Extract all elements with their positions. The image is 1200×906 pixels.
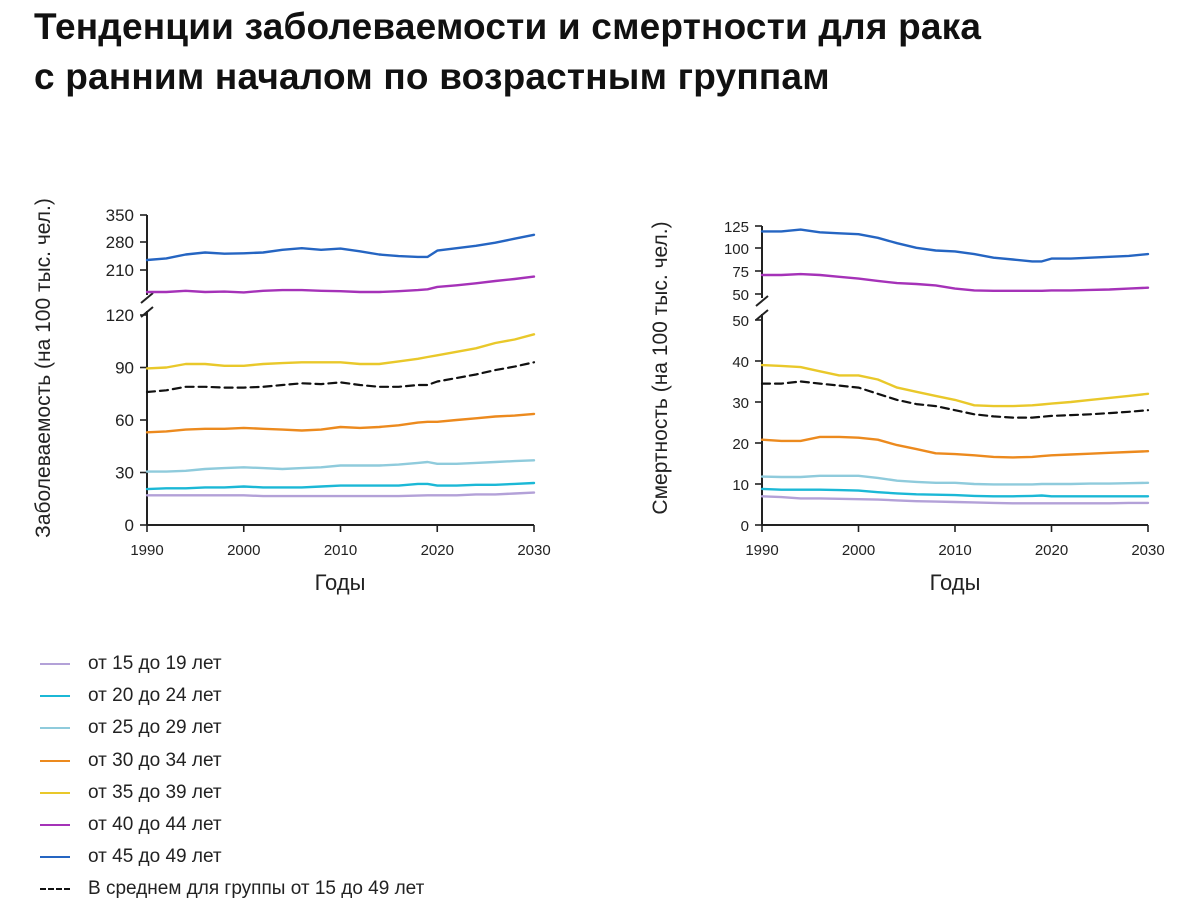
series-line-g40_44 <box>760 272 1150 292</box>
x-tick-label: 2000 <box>842 542 875 559</box>
series-line-g30_34 <box>145 412 536 434</box>
legend-item-35-39[interactable]: от 35 до 39 лет <box>40 777 424 809</box>
series-line-g45_49 <box>145 233 536 262</box>
y-tick-label: 50 <box>732 313 749 330</box>
y-tick-label: 40 <box>732 354 749 371</box>
series-line-g25_29 <box>760 474 1150 486</box>
legend-item-30-34[interactable]: от 30 до 34 лет <box>40 745 424 777</box>
x-tick-label: 2020 <box>421 542 454 559</box>
x-tick-label: 2030 <box>1131 542 1164 559</box>
legend-label: от 25 до 29 лет <box>88 717 222 739</box>
legend-swatch <box>40 759 70 762</box>
series-line-g35_39 <box>760 363 1150 408</box>
y-tick-label: 210 <box>106 261 134 280</box>
series-line-avg <box>145 361 536 394</box>
legend-item-25-29[interactable]: от 25 до 29 лет <box>40 712 424 744</box>
x-axis-label: Годы <box>315 570 366 595</box>
legend-label: В среднем для группы от 15 до 49 лет <box>88 878 425 900</box>
x-tick-label: 2010 <box>938 542 971 559</box>
y-tick-label: 120 <box>106 306 134 325</box>
y-axis-label: Смертность (на 100 тыс. чел.) <box>649 221 672 514</box>
legend-label: от 45 до 49 лет <box>88 846 222 868</box>
legend-label: от 40 до 44 лет <box>88 814 222 836</box>
x-tick-label: 2000 <box>227 542 260 559</box>
x-tick-label: 2030 <box>517 542 550 559</box>
chart-title-line-1: Тенденции заболеваемости и смертности дл… <box>34 6 982 47</box>
series-line-g20_24 <box>145 481 536 491</box>
y-tick-label: 90 <box>115 359 134 378</box>
chart-title-line-2: с ранним началом по возрастным группам <box>34 56 830 97</box>
legend-item-average[interactable]: В среднем для группы от 15 до 49 лет <box>40 873 424 905</box>
legend-swatch <box>40 824 70 827</box>
y-tick-label: 60 <box>115 411 134 430</box>
y-tick-label: 30 <box>732 395 749 412</box>
legend-swatch <box>40 856 70 859</box>
y-tick-label: 0 <box>741 518 749 535</box>
incidence-chart: 1990 2000 2010 2020 2030 0 30 60 90 120 210 280 350 Г… <box>32 198 551 595</box>
y-axis-label: Заболеваемость (на 100 тыс. чел.) <box>32 198 55 538</box>
x-tick-label: 1990 <box>130 542 163 559</box>
legend-label: от 20 до 24 лет <box>88 685 222 707</box>
legend-label: от 15 до 19 лет <box>88 653 222 675</box>
legend-swatch <box>40 727 70 730</box>
y-tick-label: 20 <box>732 436 749 453</box>
mortality-chart: 1990 2000 2010 2020 203001020304050507510012… <box>649 219 1165 595</box>
legend-swatch <box>40 791 70 794</box>
x-axis-label: Годы <box>930 570 981 595</box>
legend: от 15 до 19 лет от 20 до 24 лет от 25 до… <box>40 648 424 906</box>
y-tick-label: 30 <box>115 464 134 483</box>
y-tick-label: 75 <box>732 264 749 281</box>
legend-item-40-44[interactable]: от 40 до 44 лет <box>40 809 424 841</box>
legend-swatch <box>40 888 70 891</box>
y-tick-label: 0 <box>125 516 134 535</box>
legend-item-45-49[interactable]: от 45 до 49 лет <box>40 841 424 873</box>
x-tick-label: 1990 <box>745 542 778 559</box>
y-tick-label: 125 <box>724 219 749 236</box>
series-line-g35_39 <box>145 333 536 370</box>
legend-item-20-24[interactable]: от 20 до 24 лет <box>40 680 424 712</box>
legend-swatch <box>40 663 70 666</box>
series-line-g30_34 <box>760 435 1150 459</box>
series-line-g40_44 <box>145 275 536 294</box>
x-tick-label: 2020 <box>1035 542 1068 559</box>
series-line-g20_24 <box>760 487 1150 498</box>
y-tick-label: 50 <box>732 287 749 304</box>
y-tick-label: 10 <box>732 477 749 494</box>
legend-item-15-19[interactable]: от 15 до 19 лет <box>40 648 424 680</box>
series-line-g15_19 <box>760 495 1150 505</box>
chart-title: Тенденции заболеваемости и смертности дл… <box>34 2 1174 102</box>
legend-label: от 35 до 39 лет <box>88 781 222 803</box>
x-tick-label: 2010 <box>324 542 357 559</box>
y-tick-label: 280 <box>106 233 134 252</box>
series-line-g45_49 <box>760 228 1150 263</box>
series-line-g15_19 <box>145 491 536 498</box>
charts-canvas: 1990 2000 2010 2020 20300306090120210280350Г… <box>32 198 1165 595</box>
series-line-avg <box>760 380 1150 419</box>
y-tick-label: 350 <box>106 206 134 225</box>
legend-swatch <box>40 695 70 698</box>
axis-break-mark <box>755 295 769 321</box>
legend-label: от 30 до 34 лет <box>88 749 222 771</box>
y-tick-label: 100 <box>724 241 749 258</box>
series-line-g25_29 <box>145 459 536 473</box>
